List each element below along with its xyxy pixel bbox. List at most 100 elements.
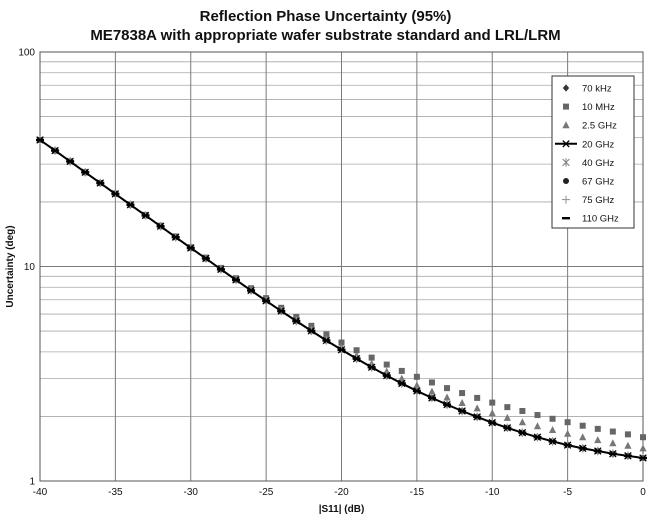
legend-marker [563,103,569,110]
data-point [579,444,587,452]
data-point [277,307,285,315]
legend-marker [562,140,570,148]
legend-label: 75 GHz [582,195,614,206]
legend-marker [562,195,570,204]
data-point [292,317,300,325]
data-point [367,363,376,371]
data-point [352,354,361,363]
data-point [579,433,587,441]
x-tick-label: -30 [184,487,199,498]
data-point [533,422,542,430]
axis-layer: -40 -35 -30 -25 -20 -15 -10 -5 0 1 10 100 [18,48,646,499]
legend-entry: 70 kHz [562,84,612,95]
data-point [247,286,255,295]
data-point [564,429,572,437]
data-point [624,431,631,438]
data-point [503,413,511,421]
x-tick-label: -5 [563,487,572,498]
legend-label: 20 GHz [582,139,614,150]
data-point [443,393,451,401]
data-point [444,385,451,392]
y-axis-label: Uncertainty (deg) [5,225,16,307]
data-point [488,419,496,427]
data-point [504,404,511,411]
legend-entry: 67 GHz [563,177,614,188]
x-tick-label: -15 [410,487,425,498]
x-tick-label: -10 [485,487,500,498]
series-20-ghz [36,136,647,462]
data-point [458,399,466,407]
data-point [488,409,496,417]
data-point [489,399,496,406]
legend-label: 2.5 GHz [582,121,617,132]
data-point [66,157,74,166]
data-point [459,390,466,397]
data-point [428,379,435,386]
data-point [609,428,616,435]
data-point [398,379,406,388]
x-tick-label: -20 [334,487,349,498]
data-point [322,336,331,345]
data-point [413,381,421,389]
data-point [458,407,466,415]
data-point [639,444,647,452]
data-point [413,373,420,380]
legend-label: 40 GHz [582,158,614,169]
legend-marker [563,178,569,184]
data-point [262,297,270,305]
data-point [609,450,617,458]
legend-entry: 20 GHz [555,139,614,150]
legend-entry: 75 GHz [562,195,614,206]
data-point [518,418,526,426]
data-point [307,327,316,335]
data-point [398,367,405,374]
data-point [383,371,391,380]
data-point [624,452,632,460]
data-point [111,190,120,198]
data-point [548,437,557,446]
data-point [337,346,346,354]
data-point [549,415,556,422]
x-axis-label: |S11| (dB) [319,504,365,515]
legend-marker [562,217,570,220]
data-point [338,339,345,346]
data-point [594,447,602,455]
data-point [534,412,541,419]
data-point [443,400,451,409]
data-point [383,367,391,375]
legend-entry: 110 GHz [562,214,619,225]
data-point [156,222,165,230]
legend: 70 kHz 10 MHz 2.5 GHz 20 GHz 40 GHz 67 GHz 75 … [551,75,635,229]
y-tick-label: 10 [24,262,36,273]
legend-entry: 40 GHz [562,158,614,169]
legend-marker [562,84,570,92]
data-point [413,387,421,395]
legend-entry: 10 MHz [563,102,615,113]
legend-label: 10 MHz [582,102,615,113]
data-point [428,387,436,395]
data-point [639,454,647,462]
legend-label: 70 kHz [582,84,612,95]
plot-frame [39,51,644,482]
grid-layer [39,51,644,482]
x-tick-label: -40 [33,487,48,498]
data-point [202,254,210,263]
data-point [503,424,511,432]
x-tick-label: 0 [640,487,646,498]
data-point [579,422,586,429]
data-point [36,136,44,144]
data-point [398,374,406,382]
data-point [518,429,527,437]
chart-subtitle: ME7838A with appropriate wafer substrate… [90,27,561,44]
data-point [473,413,481,421]
data-point [563,441,572,449]
data-point [640,434,646,441]
data-point [81,168,89,176]
data-point [172,233,180,241]
legend-label: 110 GHz [582,214,619,225]
data-point [609,439,617,447]
data-point [187,244,195,252]
data-point [564,419,571,426]
